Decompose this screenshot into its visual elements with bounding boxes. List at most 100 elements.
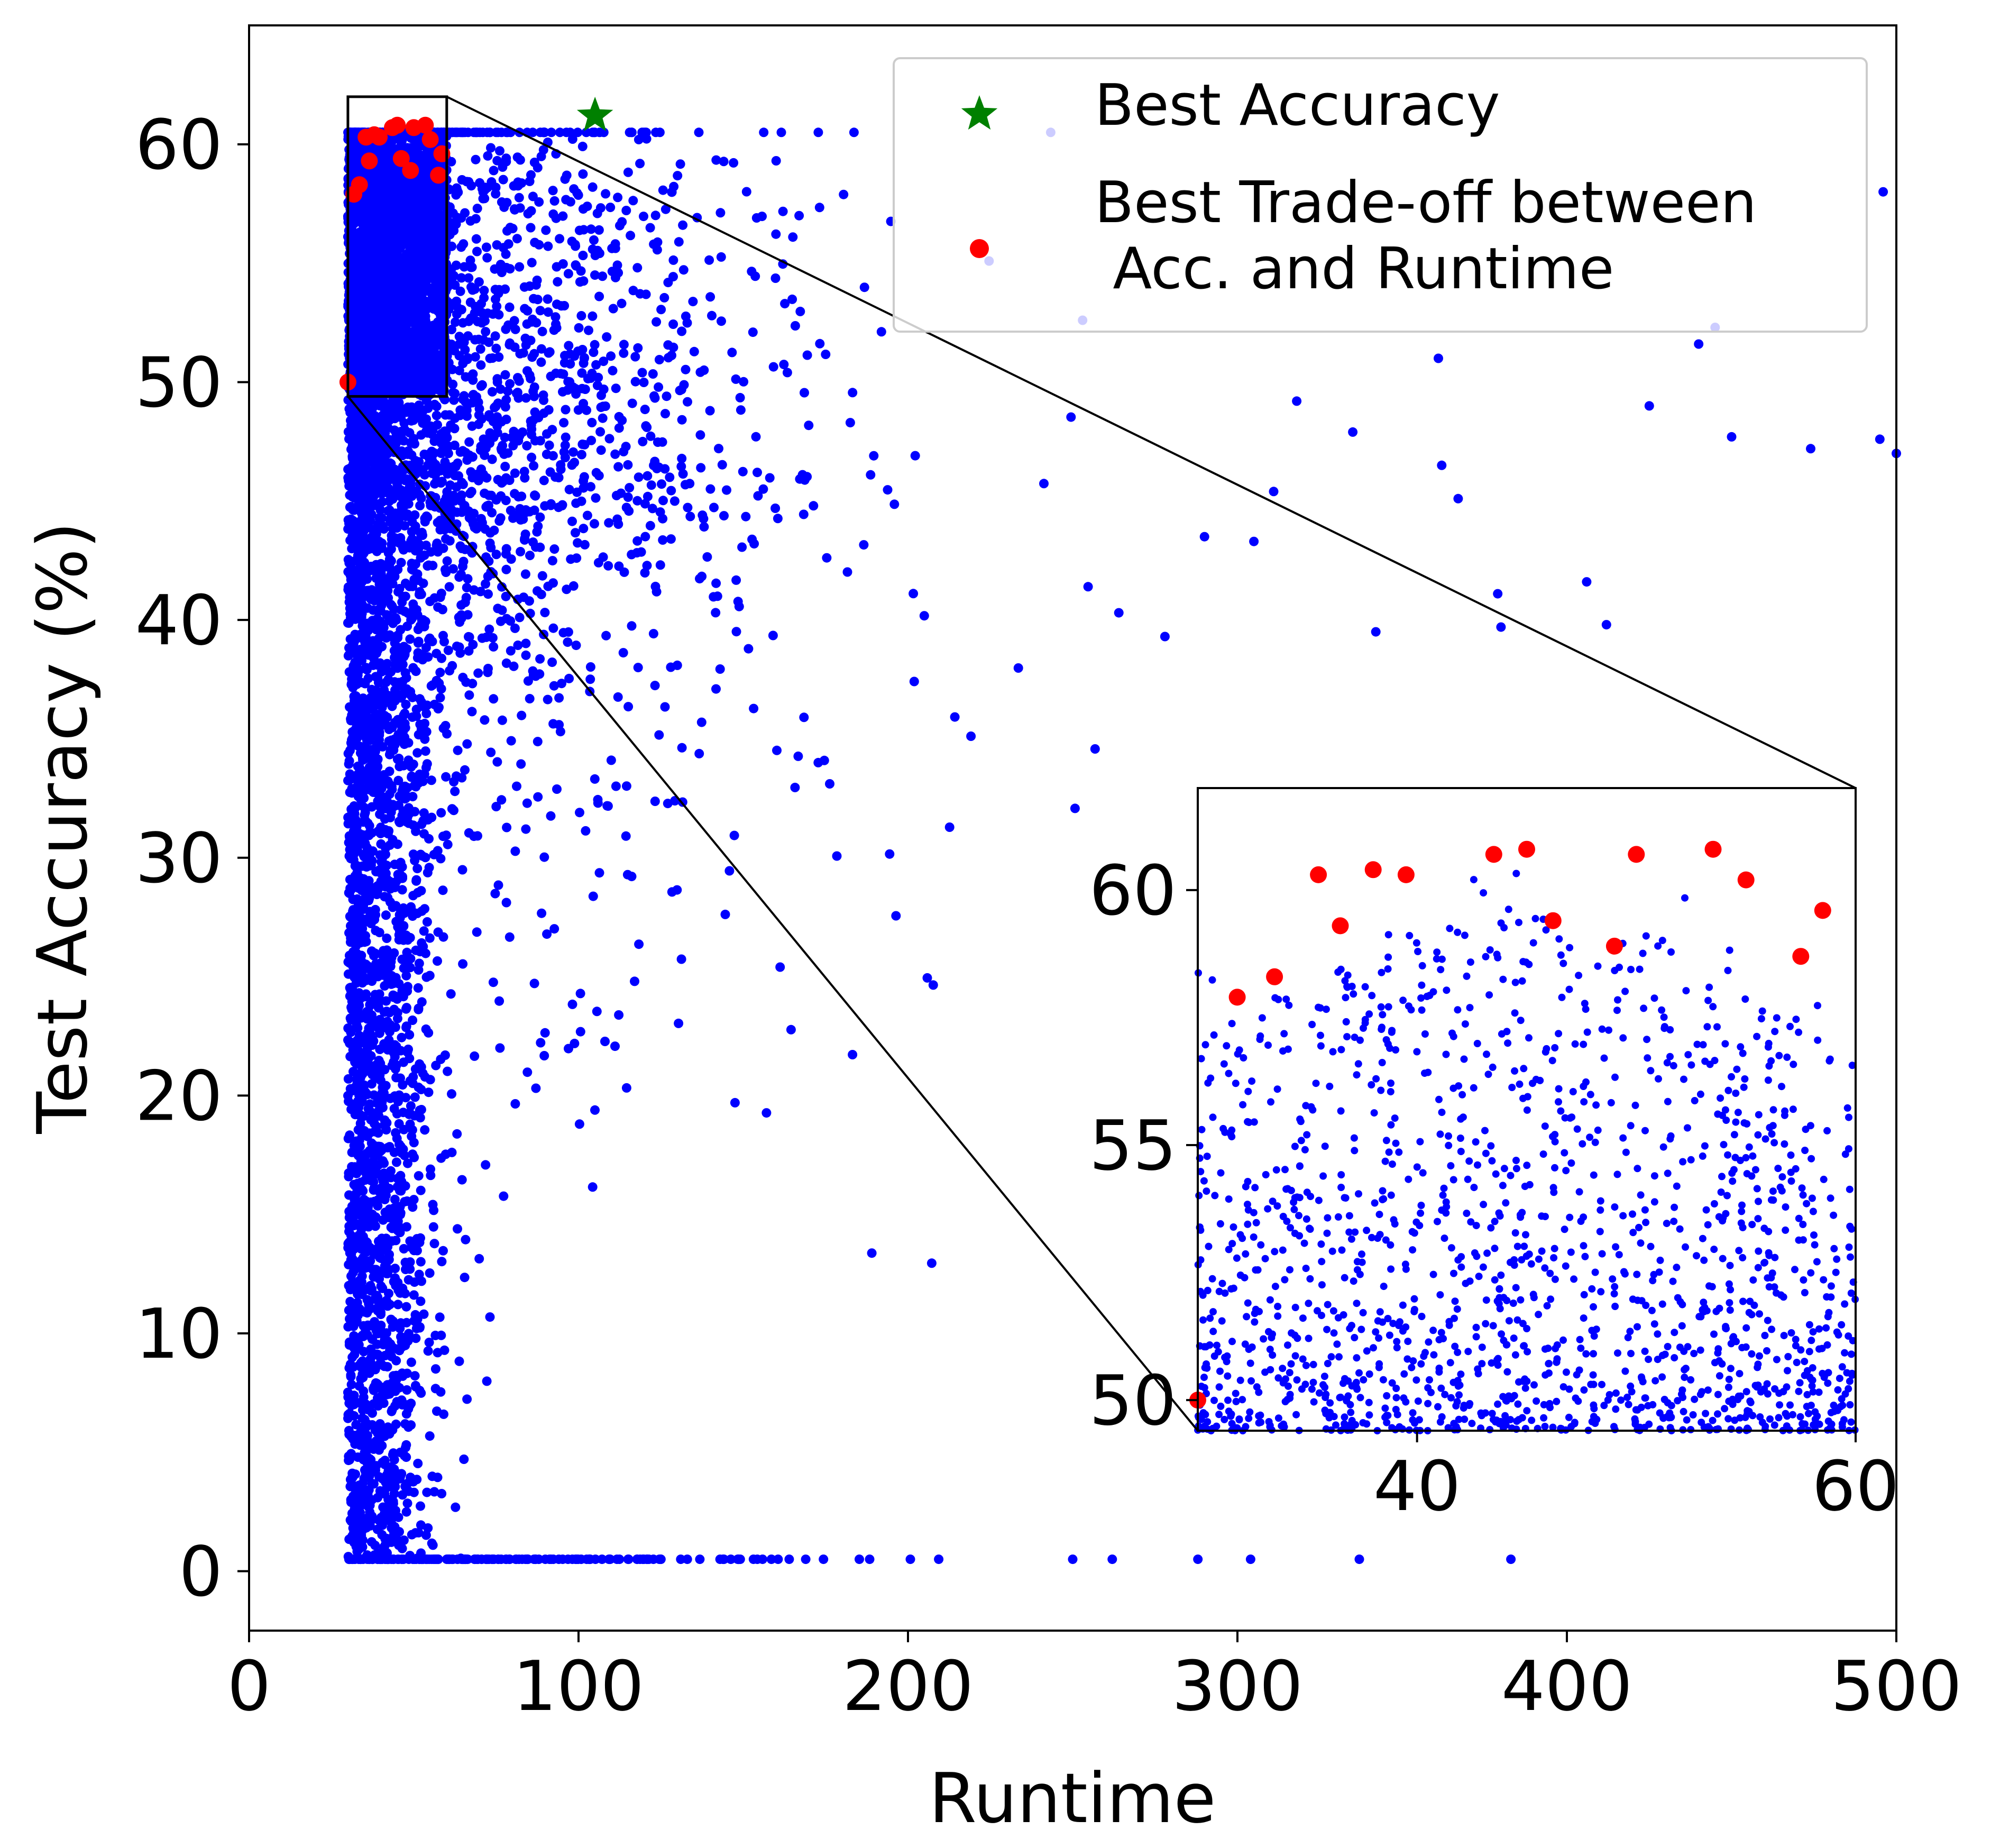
blue-point bbox=[614, 411, 624, 422]
blue-point bbox=[709, 502, 719, 513]
blue-point bbox=[370, 411, 380, 420]
blue-point bbox=[741, 187, 751, 197]
blue-point bbox=[345, 603, 355, 614]
blue-point bbox=[388, 1316, 398, 1326]
blue-point bbox=[515, 262, 525, 272]
blue-point bbox=[608, 304, 618, 314]
blue-point bbox=[391, 1157, 401, 1167]
blue-point bbox=[375, 1142, 386, 1151]
blue-point bbox=[562, 170, 572, 180]
blue-point bbox=[565, 349, 575, 359]
blue-point bbox=[412, 748, 423, 758]
blue-point bbox=[565, 359, 575, 369]
blue-point bbox=[627, 398, 637, 408]
blue-point bbox=[562, 127, 572, 138]
blue-point bbox=[538, 127, 548, 138]
blue-point bbox=[454, 365, 464, 376]
blue-point bbox=[506, 736, 516, 746]
blue-point bbox=[382, 945, 392, 955]
blue-point bbox=[462, 1394, 472, 1404]
blue-point bbox=[482, 253, 492, 263]
blue-point bbox=[588, 182, 598, 192]
blue-point bbox=[504, 302, 515, 312]
blue-point bbox=[366, 1537, 377, 1547]
blue-point bbox=[849, 127, 859, 138]
blue-point bbox=[548, 578, 558, 588]
blue-point bbox=[398, 783, 408, 793]
blue-point bbox=[364, 1485, 374, 1495]
blue-point bbox=[561, 432, 571, 442]
blue-point bbox=[382, 1118, 392, 1128]
blue-point bbox=[494, 310, 504, 320]
blue-point bbox=[380, 1486, 390, 1496]
blue-point bbox=[500, 462, 510, 471]
blue-point bbox=[346, 680, 356, 690]
blue-point bbox=[484, 337, 494, 347]
blue-point bbox=[406, 954, 416, 964]
blue-point bbox=[788, 232, 798, 242]
blue-point bbox=[349, 1083, 359, 1093]
blue-point bbox=[346, 1271, 356, 1281]
blue-point bbox=[669, 496, 680, 506]
blue-point bbox=[647, 504, 657, 514]
blue-point bbox=[390, 1022, 400, 1032]
blue-point bbox=[433, 846, 443, 856]
blue-point bbox=[654, 355, 664, 364]
blue-point bbox=[490, 264, 500, 274]
blue-point bbox=[529, 505, 539, 515]
blue-point bbox=[344, 1221, 354, 1231]
blue-point bbox=[414, 771, 424, 781]
blue-point bbox=[418, 578, 428, 588]
blue-point bbox=[771, 156, 781, 166]
blue-point bbox=[682, 318, 692, 328]
blue-point bbox=[387, 971, 397, 981]
blue-point bbox=[809, 501, 819, 511]
blue-point bbox=[891, 911, 901, 921]
blue-point bbox=[483, 571, 493, 581]
blue-point bbox=[650, 797, 660, 806]
blue-point bbox=[469, 585, 479, 595]
blue-point bbox=[356, 1358, 366, 1368]
blue-point bbox=[388, 1497, 398, 1507]
blue-point bbox=[443, 1066, 453, 1076]
blue-point bbox=[351, 905, 361, 915]
blue-point bbox=[799, 712, 809, 722]
blue-point bbox=[685, 479, 695, 489]
blue-point bbox=[351, 991, 361, 1001]
blue-point bbox=[414, 1269, 424, 1279]
blue-point bbox=[349, 801, 359, 811]
blue-point bbox=[768, 362, 778, 372]
blue-point bbox=[437, 437, 447, 447]
blue-point bbox=[548, 623, 558, 633]
blue-point bbox=[598, 413, 608, 423]
blue-point bbox=[368, 1110, 378, 1120]
blue-point bbox=[436, 1387, 446, 1397]
blue-point bbox=[578, 251, 588, 260]
blue-point bbox=[530, 237, 540, 248]
blue-point bbox=[602, 332, 612, 342]
blue-point bbox=[394, 920, 405, 930]
blue-point bbox=[374, 801, 384, 811]
blue-point bbox=[476, 360, 486, 370]
blue-point bbox=[469, 831, 479, 841]
blue-point bbox=[668, 319, 678, 329]
blue-point bbox=[379, 1158, 389, 1168]
blue-point bbox=[603, 561, 613, 571]
blue-point bbox=[374, 739, 384, 749]
blue-point bbox=[397, 1543, 407, 1553]
blue-point bbox=[365, 764, 374, 774]
blue-point bbox=[439, 1345, 449, 1355]
blue-point bbox=[401, 1003, 411, 1013]
blue-point bbox=[391, 1356, 401, 1366]
blue-point bbox=[388, 1204, 398, 1214]
blue-point bbox=[492, 301, 502, 312]
blue-point bbox=[694, 127, 704, 138]
blue-point bbox=[567, 516, 577, 526]
blue-point bbox=[619, 348, 629, 358]
blue-point bbox=[361, 536, 371, 546]
blue-point bbox=[401, 793, 411, 803]
blue-point bbox=[815, 339, 825, 349]
blue-point bbox=[461, 592, 471, 602]
blue-point bbox=[590, 340, 600, 350]
blue-point bbox=[1083, 582, 1093, 592]
